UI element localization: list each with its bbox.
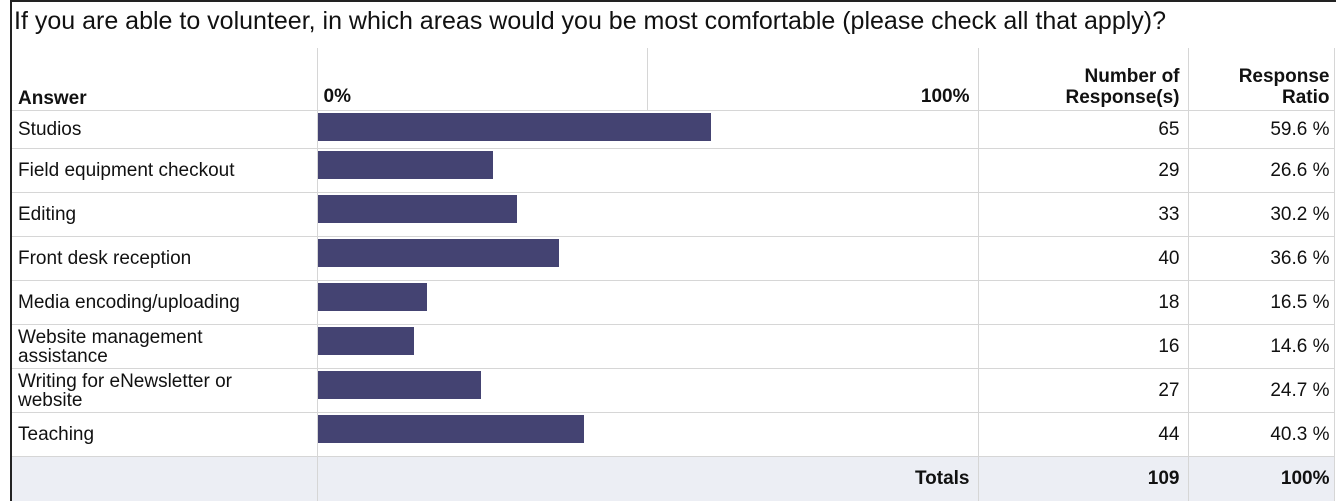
totals-ratio: 100% <box>1188 456 1335 501</box>
ratio-header: Response Ratio <box>1188 48 1335 111</box>
response-bar <box>317 327 414 355</box>
scale-header: 0% 100% <box>317 48 979 111</box>
table-row: Writing for eNewsletter or website 27 24.7… <box>12 368 1335 413</box>
table-row: Field equipment checkout 29 26.6 % <box>12 148 1335 193</box>
response-ratio: 14.6 % <box>1188 324 1335 369</box>
results-table: Answer 0% 100% Number of Response(s) Res… <box>12 48 1335 501</box>
response-bar <box>317 371 481 399</box>
question-title: If you are able to volunteer, in which a… <box>14 7 1167 35</box>
bar-cell <box>317 192 979 237</box>
answer-label: Website management assistance <box>12 324 318 369</box>
response-count: 33 <box>978 192 1189 237</box>
bar-cell <box>317 110 979 149</box>
bar-cell <box>317 148 979 193</box>
response-count: 44 <box>978 412 1189 457</box>
response-ratio: 36.6 % <box>1188 236 1335 281</box>
answer-label: Field equipment checkout <box>12 148 318 193</box>
response-ratio: 26.6 % <box>1188 148 1335 193</box>
answer-label: Writing for eNewsletter or website <box>12 368 318 413</box>
totals-empty-cell <box>12 456 318 501</box>
totals-count: 109 <box>978 456 1189 501</box>
response-ratio: 59.6 % <box>1188 110 1335 149</box>
table-row: Website management assistance 16 14.6 % <box>12 324 1335 369</box>
bar-cell <box>317 368 979 413</box>
responses-header-line2: Response(s) <box>1065 87 1180 108</box>
scale-midline <box>646 48 648 110</box>
bar-cell <box>317 236 979 281</box>
responses-header-line1: Number of <box>1084 66 1180 87</box>
answer-label: Editing <box>12 192 318 237</box>
response-count: 65 <box>978 110 1189 149</box>
answer-label: Studios <box>12 110 318 149</box>
response-bar <box>317 151 494 179</box>
survey-frame <box>10 0 1336 501</box>
response-count: 40 <box>978 236 1189 281</box>
ratio-header-line2: Ratio <box>1282 87 1330 108</box>
response-bar <box>317 283 427 311</box>
bar-cell <box>317 412 979 457</box>
answer-label: Teaching <box>12 412 318 457</box>
response-bar <box>317 415 584 443</box>
answer-header: Answer <box>12 48 318 111</box>
response-bar <box>317 113 712 141</box>
table-row: Media encoding/uploading 18 16.5 % <box>12 280 1335 325</box>
response-count: 16 <box>978 324 1189 369</box>
table-row: Front desk reception 40 36.6 % <box>12 236 1335 281</box>
response-count: 29 <box>978 148 1189 193</box>
totals-label: Totals <box>317 456 979 501</box>
response-ratio: 30.2 % <box>1188 192 1335 237</box>
response-count: 18 <box>978 280 1189 325</box>
response-bar <box>317 239 560 267</box>
totals-row: Totals 109 100% <box>12 456 1335 501</box>
table-row: Editing 33 30.2 % <box>12 192 1335 237</box>
answer-label: Media encoding/uploading <box>12 280 318 325</box>
table-row: Teaching 44 40.3 % <box>12 412 1335 457</box>
response-count: 27 <box>978 368 1189 413</box>
bar-cell <box>317 324 979 369</box>
table-row: Studios 65 59.6 % <box>12 110 1335 149</box>
bar-cell <box>317 280 979 325</box>
answer-label: Front desk reception <box>12 236 318 281</box>
response-ratio: 40.3 % <box>1188 412 1335 457</box>
scale-min-label: 0% <box>323 86 351 107</box>
responses-header: Number of Response(s) <box>978 48 1189 111</box>
response-ratio: 24.7 % <box>1188 368 1335 413</box>
scale-max-label: 100% <box>920 86 970 107</box>
ratio-header-line1: Response <box>1238 66 1330 87</box>
response-ratio: 16.5 % <box>1188 280 1335 325</box>
response-bar <box>317 195 518 223</box>
